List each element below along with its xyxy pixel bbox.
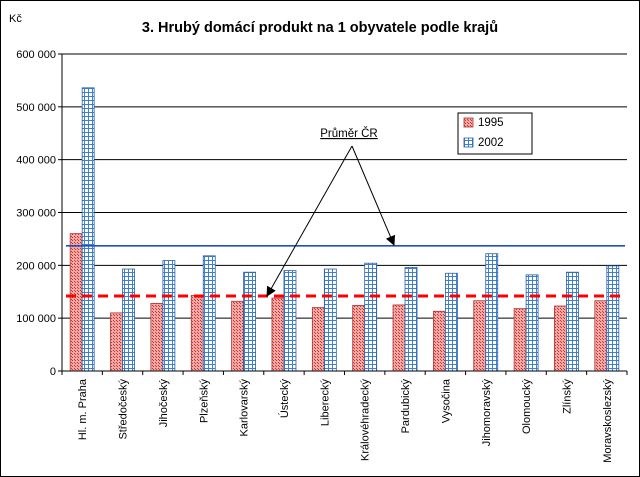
reference-lines [66,244,625,298]
legend-label-1995: 1995 [478,117,504,129]
x-tick-label: Královéhradecký [360,379,372,461]
bar-1995-11 [473,300,487,372]
bar-2002-3 [162,260,176,372]
bar-1995-4 [190,295,204,372]
y-tick-label: 100 000 [16,313,56,325]
bar-2002-14 [606,265,620,372]
bar-1995-6 [271,297,285,372]
legend: 1995 2002 [457,112,533,155]
x-tick-label: Moravskoslezský [602,379,614,463]
y-tick-label: 300 000 [16,208,56,220]
grid-lines [62,53,627,319]
bar-1995-7 [311,307,325,372]
bar-2002-10 [444,272,458,372]
bar-2002-6 [283,270,297,372]
bar-2002-12 [525,274,539,372]
bar-1995-1 [69,233,83,372]
chart-title: 3. Hrubý domácí produkt na 1 obyvatele p… [142,20,498,36]
x-tick-label: Liberecký [319,379,331,427]
legend-swatch-2002 [463,137,474,148]
bar-2002-8 [364,262,378,372]
axes [61,54,628,375]
x-tick-label: Středočeský [118,379,130,440]
x-tick-label: Olomoucký [521,379,533,435]
bar-1995-12 [513,308,527,372]
x-tick-label: Plzeňský [198,379,210,424]
bar-2002-11 [485,253,499,372]
x-tick-label: Pardubický [400,379,412,434]
bar-1995-14 [594,300,608,372]
x-tick-label: Vysočina [440,378,452,423]
bar-1995-3 [150,302,164,372]
average-annotation-label: Průměr ČR [320,127,378,140]
bar-2002-7 [323,268,337,372]
y-axis-ticks: 0 100 000 200 000 300 000 400 000 500 000 600 … [16,49,62,378]
y-tick-label: 400 000 [16,155,56,167]
x-axis-labels: Hl. m. Praha Středočeský Jihočeský Plzeňský… [77,378,614,463]
bar-2002-9 [404,267,418,372]
x-tick-label: Zlínský [561,379,573,414]
bar-1995-10 [432,310,446,372]
y-tick-label: 500 000 [16,102,56,114]
y-tick-label: 0 [50,366,56,378]
bar-1995-8 [352,305,366,372]
x-tick-label: Ústecký [278,379,291,419]
bar-2002-2 [122,268,135,372]
bar-2002-4 [202,255,216,372]
average-annotation: Průměr ČR [266,127,396,297]
y-tick-label: 200 000 [16,260,56,272]
bar-1995-13 [554,305,567,372]
y-tick-label: 600 000 [16,49,56,61]
x-tick-label: Hl. m. Praha [77,378,89,440]
bar-2002-1 [81,87,95,372]
bar-2002-5 [243,271,257,372]
x-tick-label: Karlovarský [239,379,251,437]
bar-2002-13 [566,271,579,372]
bar-1995-9 [392,304,406,372]
x-tick-label: Jihočeský [158,379,170,428]
bar-1995-5 [231,300,245,372]
x-tick-label: Jihomoravský [481,379,493,447]
bar-1995-2 [110,312,123,372]
annotation-arrow-2002 [351,145,396,246]
legend-swatch-1995 [463,117,474,128]
y-axis-label: Kč [9,13,22,25]
annotation-arrow-1995 [266,145,353,297]
legend-label-2002: 2002 [478,137,504,149]
